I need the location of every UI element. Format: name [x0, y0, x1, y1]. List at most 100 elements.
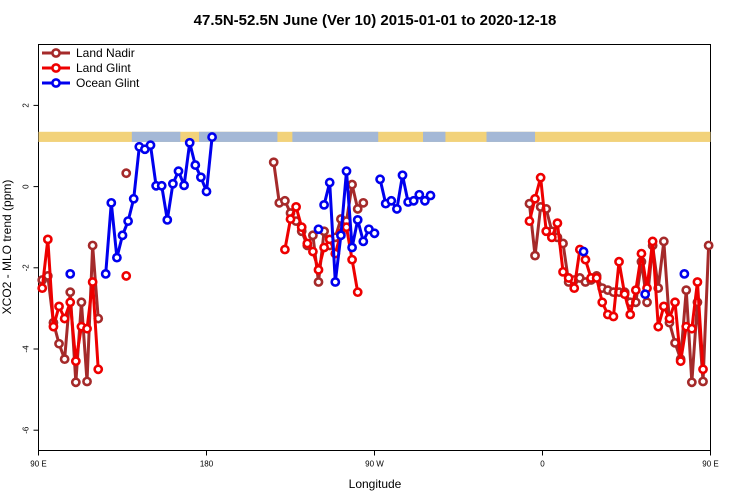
y-tick-label-4: -6 [22, 426, 31, 434]
series-2-point-1-5 [128, 193, 139, 204]
legend-marker-1 [51, 63, 61, 73]
series-1-point-3-12 [591, 273, 602, 283]
series-0-point-3-31 [698, 376, 708, 387]
series-2-point-3-4 [341, 166, 352, 177]
series-2-point-5-0 [578, 246, 589, 257]
y-tick-label-2: -2 [22, 264, 31, 272]
series-1-point-3-3 [541, 226, 552, 237]
series-2-point-6-0 [640, 289, 651, 300]
series-1-point-3-15 [608, 311, 619, 322]
series-1-point-0-5 [65, 297, 76, 308]
series-0-point-2-7 [307, 230, 318, 241]
series-0-point-2-0 [268, 157, 279, 168]
x-tick-label-2: 90 W [365, 460, 384, 469]
series-2-point-4-3 [391, 204, 402, 214]
series-1-point-2-7 [319, 242, 329, 253]
series-2-point-1-12 [167, 178, 178, 189]
series-1-point-3-5 [552, 218, 563, 229]
series-0 [37, 157, 714, 388]
series-1-point-2-4 [302, 238, 313, 249]
series-2-point-4-8 [419, 195, 430, 206]
series-1-point-0-8 [82, 323, 92, 334]
series-0-point-0-5 [65, 287, 76, 298]
x-tick-label-1: 180 [200, 460, 214, 469]
series-1-point-3-2 [535, 172, 546, 183]
legend-label-1: Land Glint [76, 61, 131, 75]
ocean-band-1 [199, 131, 278, 142]
series-2-point-0-0 [65, 268, 76, 279]
x-axis-title: Longitude [349, 477, 402, 491]
series-1-point-3-24 [658, 301, 669, 312]
plot-frame [38, 44, 711, 451]
series-0-point-3-29 [686, 377, 697, 388]
series-1-point-2-6 [313, 264, 324, 275]
series-0-point-1-0 [121, 168, 132, 179]
x-tick-label-4: 90 E [702, 460, 718, 469]
series-0-point-0-6 [70, 377, 81, 388]
y-tick-label-1: 0 [22, 184, 31, 189]
legend-label-2: Ocean Glint [76, 76, 140, 90]
series-0-point-3-1 [530, 250, 540, 261]
series-1-point-3-6 [558, 266, 568, 277]
series-2-point-3-7 [358, 236, 369, 247]
series-2-point-1-2 [112, 252, 122, 263]
series-1-point-3-18 [625, 309, 636, 320]
series-0-point-2-2 [279, 195, 290, 206]
series-1-point-3-31 [698, 364, 708, 375]
y-tick-label-3: -4 [22, 345, 31, 353]
y-tick-label-0: 2 [22, 103, 31, 108]
series-2-point-3-3 [335, 230, 346, 241]
series-0-point-0-9 [87, 240, 98, 251]
legend-marker-2 [51, 78, 61, 88]
series-1-point-3-13 [597, 297, 608, 308]
series-1-point-0-9 [87, 277, 98, 287]
series-layer [37, 132, 714, 388]
series-1-point-3-17 [619, 289, 630, 300]
series-1-point-0-10 [93, 364, 104, 375]
series-1-point-1-0 [121, 271, 132, 281]
series-1-point-0-3 [54, 301, 64, 312]
series-2 [65, 132, 690, 300]
series-1-point-0-1 [42, 234, 53, 245]
series-2-point-1-1 [106, 197, 117, 208]
series-2-point-1-0 [100, 268, 111, 279]
series-1-point-2-3 [296, 222, 307, 233]
y-axis-title: XCO2 - MLO trend (ppm) [0, 180, 14, 315]
series-2-point-3-0 [319, 199, 329, 210]
series-1-point-0-6 [70, 356, 81, 367]
series-2-line-3 [322, 169, 376, 284]
chart-title: 47.5N-52.5N June (Ver 10) 2015-01-01 to … [194, 12, 557, 29]
series-0-point-2-15 [352, 204, 363, 214]
series-0-point-2-14 [347, 179, 357, 190]
series-1-point-3-30 [692, 277, 703, 287]
series-2-point-4-4 [397, 170, 408, 181]
series-2-point-1-16 [190, 160, 201, 170]
series-2-point-3-2 [330, 277, 341, 287]
series-1-point-0-0 [37, 283, 48, 293]
land-ocean-band [38, 131, 711, 142]
series-1-point-3-22 [647, 236, 658, 247]
series-2-point-1-3 [117, 230, 128, 241]
series-2-point-1-10 [156, 180, 167, 191]
series-2-point-7-0 [679, 268, 690, 279]
series-1-point-0-2 [48, 321, 59, 332]
series-0-point-3-24 [658, 236, 669, 247]
series-1-point-3-27 [675, 356, 686, 367]
legend-marker-0 [51, 48, 61, 58]
series-1-point-0-4 [59, 313, 70, 324]
series-2-point-3-9 [369, 228, 380, 239]
series-0-point-0-8 [82, 376, 92, 387]
series-2-point-4-2 [386, 195, 397, 206]
series-2-point-1-19 [207, 132, 217, 142]
series-1-point-2-2 [291, 201, 301, 212]
series-1-point-2-13 [352, 287, 363, 298]
series-2-point-4-9 [425, 190, 436, 201]
series-1-point-3-10 [580, 254, 591, 265]
series-1-point-2-1 [285, 214, 296, 224]
series-2-point-3-1 [324, 177, 335, 188]
series-0-point-3-28 [681, 285, 692, 296]
series-2-point-1-4 [123, 216, 134, 227]
series-1-point-3-7 [563, 273, 574, 283]
